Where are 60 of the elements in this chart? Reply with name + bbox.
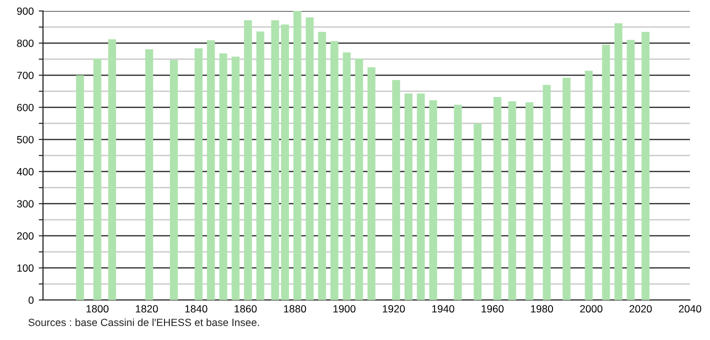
y-tick-label: 700	[17, 72, 34, 80]
bar	[614, 23, 622, 300]
bar	[429, 100, 438, 300]
x-tick-label: 1860	[234, 305, 257, 313]
source-note: Sources : base Cassini de l'EHESS et base Insee.	[28, 318, 259, 326]
x-tick-label: 1900	[333, 305, 356, 313]
x-tick-label: 1920	[382, 305, 405, 313]
y-tick-label: 600	[17, 104, 34, 112]
x-tick-label: 1840	[185, 305, 208, 313]
bar	[642, 32, 650, 300]
bar	[219, 53, 228, 300]
bar	[271, 20, 280, 300]
bar	[367, 67, 376, 300]
bar	[293, 11, 302, 300]
bar	[626, 40, 635, 300]
bar	[281, 24, 289, 300]
x-tick-label: 2000	[580, 305, 602, 313]
bar	[342, 52, 351, 300]
bar	[256, 32, 264, 300]
y-tick-label: 300	[16, 200, 34, 208]
bar	[508, 101, 516, 300]
bar	[602, 44, 610, 300]
x-tick-label: 1980	[531, 305, 554, 313]
bar	[108, 39, 116, 300]
x-tick-label: 1940	[432, 305, 454, 313]
bar	[542, 84, 551, 300]
y-tick-label: 0	[28, 296, 34, 304]
x-tick-label: 1800	[86, 305, 109, 313]
bar	[306, 17, 314, 300]
y-tick-label: 400	[16, 168, 34, 176]
x-tick-label: 1960	[482, 305, 504, 313]
y-tick-label: 200	[17, 232, 34, 240]
y-tick-label: 900	[17, 8, 34, 15]
bar	[76, 75, 84, 300]
bar	[454, 104, 462, 300]
bar	[318, 32, 326, 300]
bar	[206, 40, 215, 300]
bar	[474, 123, 482, 300]
bar	[232, 56, 240, 300]
bar	[170, 60, 178, 300]
bar	[562, 78, 570, 300]
x-tick-label: 1820	[136, 305, 158, 313]
bar	[404, 94, 412, 300]
bar	[145, 49, 154, 300]
y-tick-label: 500	[17, 136, 34, 144]
bar	[330, 41, 338, 300]
bar	[244, 20, 252, 300]
y-tick-label: 100	[17, 264, 34, 272]
bar	[355, 58, 364, 300]
bar	[416, 94, 425, 300]
x-tick-label: 2020	[630, 305, 652, 313]
bar	[584, 70, 593, 300]
bar	[493, 97, 502, 300]
x-tick-label: 1880	[284, 305, 306, 313]
bar	[93, 58, 102, 300]
y-tick-label: 800	[17, 40, 34, 47]
x-tick-label: 2040	[678, 305, 702, 313]
bar	[526, 102, 534, 300]
bar	[194, 48, 203, 300]
bar	[392, 80, 400, 300]
